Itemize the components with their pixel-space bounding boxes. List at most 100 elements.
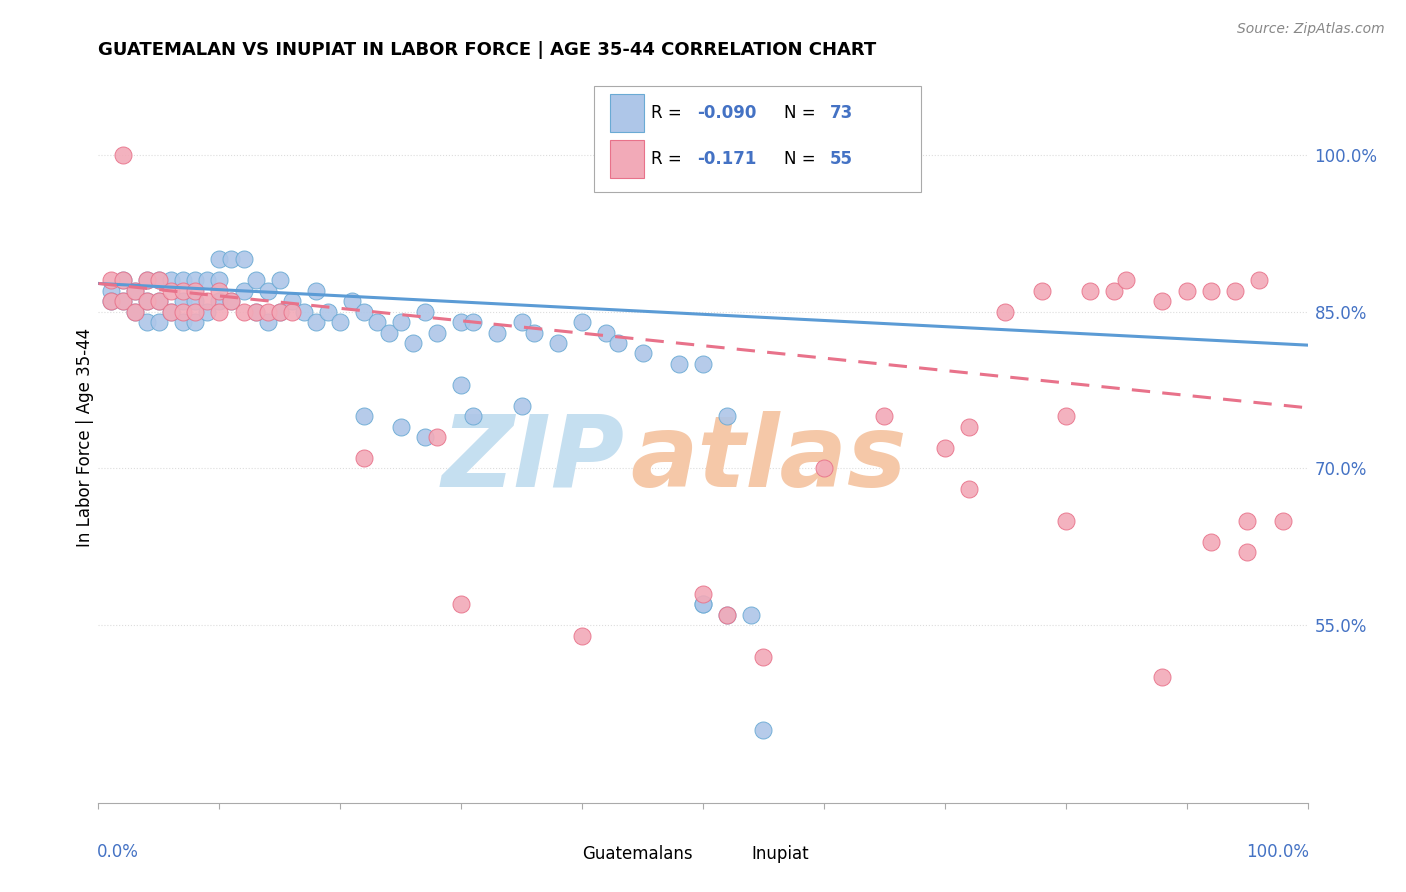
Point (124, 304, 146, 318)
Point (148, 315, 170, 329)
Text: atlas: atlas (630, 410, 907, 508)
Point (547, 336, 569, 351)
Point (221, 252, 243, 267)
Point (160, 304, 183, 318)
Point (172, 304, 194, 318)
Point (269, 304, 291, 318)
Point (1236, 514, 1258, 528)
Point (100, 273, 122, 287)
Point (305, 284, 328, 298)
Text: R =: R = (651, 104, 688, 122)
Point (184, 315, 207, 329)
Point (1236, 545, 1258, 559)
Point (668, 357, 690, 371)
Point (342, 294, 364, 309)
Point (692, 587, 714, 601)
Point (111, 273, 134, 287)
Point (316, 304, 339, 318)
Point (752, 649, 775, 664)
Point (463, 315, 485, 329)
Point (269, 273, 291, 287)
Point (148, 273, 170, 287)
Text: Inupiat: Inupiat (751, 845, 808, 863)
Point (740, 607, 762, 622)
Point (1249, 273, 1271, 287)
Point (256, 304, 278, 318)
Point (124, 304, 146, 318)
Point (692, 357, 714, 371)
Point (752, 723, 775, 737)
Point (111, 294, 134, 309)
Point (135, 315, 157, 329)
Point (232, 252, 254, 267)
Point (232, 284, 254, 298)
Point (184, 284, 207, 298)
Point (281, 304, 304, 318)
Point (160, 284, 183, 298)
FancyBboxPatch shape (546, 839, 576, 869)
Point (184, 304, 207, 318)
Point (426, 326, 449, 340)
Point (305, 315, 328, 329)
Point (221, 294, 243, 309)
Point (172, 273, 194, 287)
Text: N =: N = (785, 104, 821, 122)
Y-axis label: In Labor Force | Age 35-44: In Labor Force | Age 35-44 (76, 327, 94, 547)
Point (692, 597, 714, 611)
Point (716, 409, 738, 424)
FancyBboxPatch shape (610, 94, 644, 132)
Point (245, 304, 267, 318)
Text: R =: R = (651, 150, 692, 168)
Point (1272, 514, 1295, 528)
Point (413, 430, 436, 444)
Point (353, 409, 375, 424)
Point (135, 273, 157, 287)
Point (100, 294, 122, 309)
Point (208, 304, 231, 318)
Point (281, 294, 304, 309)
Point (245, 304, 267, 318)
Point (607, 336, 630, 351)
Point (195, 273, 218, 287)
Point (595, 326, 617, 340)
Point (172, 284, 194, 298)
Point (1102, 284, 1125, 298)
Point (160, 304, 183, 318)
Point (135, 273, 157, 287)
Point (184, 273, 207, 287)
Point (1152, 670, 1174, 684)
Point (148, 294, 170, 309)
Text: 73: 73 (830, 104, 853, 122)
FancyBboxPatch shape (610, 140, 644, 178)
Point (195, 304, 218, 318)
Point (389, 419, 412, 434)
Point (377, 326, 399, 340)
Point (366, 315, 388, 329)
Point (353, 304, 375, 318)
Point (934, 441, 956, 455)
Point (100, 284, 122, 298)
Point (111, 294, 134, 309)
FancyBboxPatch shape (595, 86, 921, 192)
Point (413, 304, 436, 318)
Point (172, 315, 194, 329)
Point (232, 304, 254, 318)
Point (148, 294, 170, 309)
Point (994, 304, 1017, 318)
Point (208, 273, 231, 287)
Point (160, 273, 183, 287)
Point (269, 304, 291, 318)
Point (135, 294, 157, 309)
Point (716, 607, 738, 622)
Point (172, 294, 194, 309)
Point (1175, 284, 1198, 298)
Point (571, 315, 593, 329)
Point (631, 346, 654, 360)
Point (124, 284, 146, 298)
Point (571, 629, 593, 643)
Point (208, 294, 231, 309)
Point (1199, 534, 1222, 549)
Point (208, 284, 231, 298)
Point (111, 273, 134, 287)
Point (957, 483, 980, 497)
